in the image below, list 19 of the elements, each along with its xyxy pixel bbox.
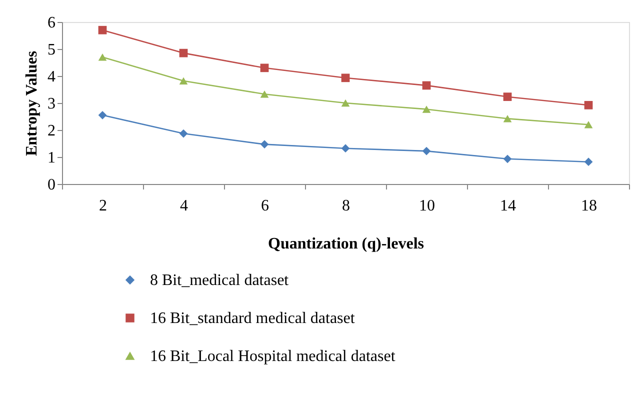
x-tick-label: 6 xyxy=(261,198,269,214)
x-tick-label: 14 xyxy=(500,198,516,214)
y-tick-label: 6 xyxy=(48,14,56,32)
x-tick-label: 2 xyxy=(99,198,107,214)
y-tick-label: 2 xyxy=(48,122,56,140)
y-tick-label: 0 xyxy=(48,176,56,194)
x-tick-label: 4 xyxy=(180,198,188,214)
y-tick-label: 1 xyxy=(48,150,56,166)
legend-label: 8 Bit_medical dataset xyxy=(150,272,290,289)
y-tick-label: 4 xyxy=(48,68,56,86)
x-tick-label: 8 xyxy=(342,198,350,214)
y-tick-label: 5 xyxy=(48,42,56,58)
y-axis-title: Entropy Values xyxy=(24,50,40,156)
legend-label: 16 Bit_Local Hospital medical dataset xyxy=(150,348,396,365)
x-tick-label: 18 xyxy=(581,198,597,214)
legend-label: 16 Bit_standard medical dataset xyxy=(150,310,356,327)
y-tick-label: 3 xyxy=(48,96,56,112)
x-axis-title: Quantization (q)-levels xyxy=(268,236,424,252)
x-tick-label: 10 xyxy=(419,198,435,214)
